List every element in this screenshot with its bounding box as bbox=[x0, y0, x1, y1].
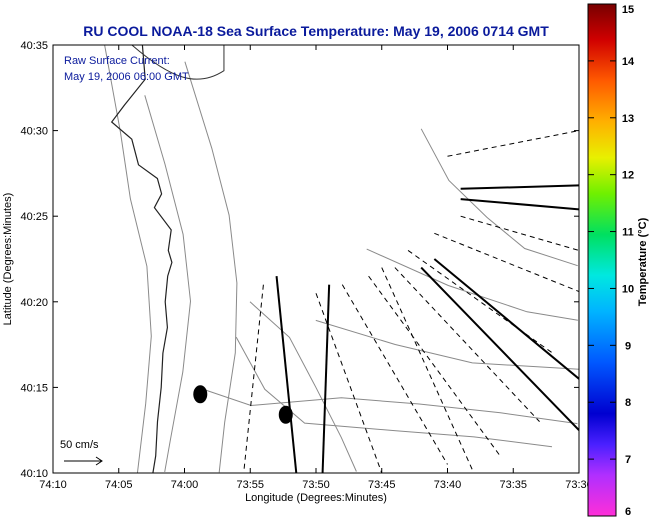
x-tick-label: 73:45 bbox=[368, 479, 396, 491]
colorbar-tick-label: 8 bbox=[625, 397, 631, 409]
x-axis-label: Longitude (Degrees:Minutes) bbox=[245, 492, 387, 504]
colorbar-tick-label: 12 bbox=[622, 170, 634, 182]
depth-contour bbox=[104, 45, 152, 473]
beam-line-dashed bbox=[243, 284, 264, 473]
scale-vector-head bbox=[95, 456, 103, 466]
colorbar-gradient bbox=[587, 3, 617, 517]
y-axis-label: Latitude (Degrees:Minutes) bbox=[2, 193, 14, 326]
x-tick-label: 73:30 bbox=[565, 479, 593, 491]
depth-contour bbox=[144, 95, 192, 472]
beam-line-dashed bbox=[447, 130, 579, 157]
y-tick-label: 40:20 bbox=[20, 297, 48, 309]
colorbar: 15 14 13 12 11 10 9 8 7 6 Temperature (°C) bbox=[587, 3, 649, 518]
beam-line-solid bbox=[321, 284, 331, 473]
annotation-line-2: May 19, 2006 06:00 GMT bbox=[64, 71, 189, 83]
x-axis-ticks: 74:10 74:05 74:00 73:55 73:50 73:45 73:40 73:35… bbox=[39, 45, 593, 491]
colorbar-tick-label: 11 bbox=[622, 227, 634, 239]
beam-line-solid bbox=[460, 184, 579, 190]
y-tick-label: 40:35 bbox=[20, 40, 48, 52]
x-tick-label: 74:10 bbox=[39, 479, 67, 491]
x-tick-label: 73:55 bbox=[236, 479, 264, 491]
annotation-line-1: Raw Surface Current: bbox=[64, 55, 170, 67]
y-tick-label: 40:15 bbox=[20, 382, 48, 394]
colorbar-tick-label: 6 bbox=[625, 506, 631, 518]
beam-line-dashed bbox=[368, 275, 501, 457]
radar-site-marker bbox=[193, 385, 208, 404]
coastline bbox=[110, 45, 225, 473]
colorbar-tick-label: 7 bbox=[625, 454, 631, 466]
colorbar-tick-label: 14 bbox=[622, 56, 635, 68]
depth-contour bbox=[420, 128, 578, 267]
beam-line-dashed bbox=[341, 284, 448, 465]
beam-line-solid bbox=[460, 198, 579, 211]
colorbar-ticks: 15 14 13 12 11 10 9 8 7 6 bbox=[588, 3, 635, 518]
depth-contour bbox=[315, 319, 579, 370]
y-tick-label: 40:10 bbox=[20, 468, 48, 480]
colorbar-tick-label: 10 bbox=[622, 283, 634, 295]
beam-line-solid bbox=[433, 258, 579, 380]
beam-line-dashed bbox=[407, 250, 553, 354]
y-axis-ticks: 40:35 40:30 40:25 40:20 40:15 40:10 bbox=[20, 40, 579, 480]
scale-vector-label: 50 cm/s bbox=[60, 439, 99, 451]
radar-sites bbox=[193, 385, 293, 424]
beam-line-dashed bbox=[315, 293, 383, 473]
colorbar-tick-label: 15 bbox=[622, 4, 634, 16]
x-tick-label: 73:35 bbox=[499, 479, 527, 491]
y-tick-label: 40:30 bbox=[20, 126, 48, 138]
x-tick-label: 74:00 bbox=[171, 479, 199, 491]
beam-line-dashed bbox=[460, 215, 579, 251]
depth-contour bbox=[184, 61, 238, 473]
plot-background bbox=[53, 45, 579, 473]
shoreline-path bbox=[131, 45, 225, 80]
bathymetry-contours bbox=[104, 45, 579, 473]
y-tick-label: 40:25 bbox=[20, 211, 48, 223]
beam-line-solid bbox=[275, 276, 298, 473]
beam-line-solid bbox=[420, 266, 579, 431]
chart-title: RU COOL NOAA-18 Sea Surface Temperature:… bbox=[83, 23, 549, 39]
plot-area: 74:10 74:05 74:00 73:55 73:50 73:45 73:40 73:35… bbox=[20, 40, 592, 491]
depth-contour bbox=[249, 301, 357, 472]
coastline-path bbox=[110, 45, 173, 473]
radar-beam-lines bbox=[243, 130, 579, 473]
x-tick-label: 73:40 bbox=[434, 479, 462, 491]
colorbar-tick-label: 9 bbox=[625, 340, 631, 352]
colorbar-tick-label: 13 bbox=[622, 113, 634, 125]
x-tick-label: 73:50 bbox=[302, 479, 330, 491]
depth-contour bbox=[196, 386, 578, 425]
x-tick-label: 74:05 bbox=[105, 479, 133, 491]
radar-site-marker bbox=[278, 405, 293, 424]
beam-line-dashed bbox=[434, 232, 579, 292]
colorbar-label: Temperature (°C) bbox=[637, 217, 649, 306]
depth-contour bbox=[366, 248, 578, 321]
beam-line-dashed bbox=[381, 267, 475, 473]
